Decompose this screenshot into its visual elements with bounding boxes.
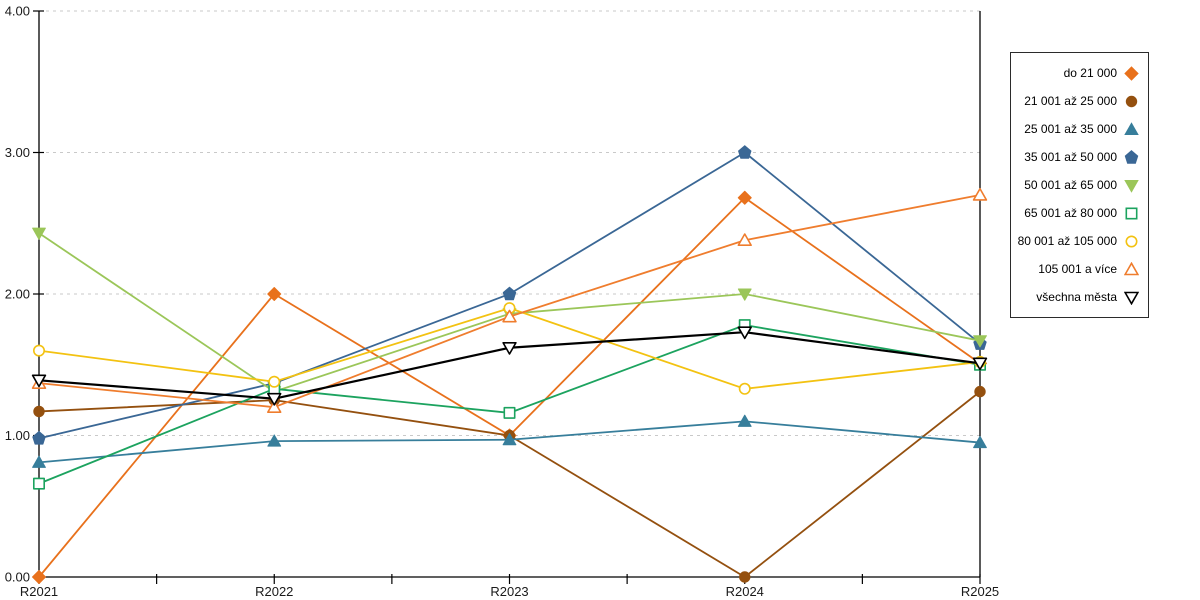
legend-diamond-icon <box>1124 65 1139 81</box>
data-point-marker-circle <box>739 571 751 583</box>
legend-pentagon-icon <box>1124 149 1139 164</box>
legend-triangle-up-icon <box>1124 261 1139 275</box>
y-axis-tick-label: 3.00 <box>5 145 30 160</box>
x-axis-tick-label: R2025 <box>961 584 999 599</box>
legend-item-3: 25 001 až 35 000 <box>1015 121 1139 137</box>
legend-circle-icon <box>1125 95 1138 107</box>
legend-circle-icon <box>1125 235 1138 247</box>
data-point-marker-triangle-up <box>737 414 752 427</box>
triangle-down-glyph <box>1124 179 1139 193</box>
data-point-marker-triangle-up <box>502 433 517 446</box>
data-point-marker-pentagon <box>738 145 752 159</box>
circle-glyph <box>1125 95 1138 107</box>
triangle-up-glyph <box>1124 121 1139 135</box>
data-point-marker-triangle-up <box>973 435 987 449</box>
data-point-marker-triangle-up <box>267 400 282 413</box>
x-axis-tick-label: R2024 <box>726 584 764 599</box>
data-point-marker-triangle-down <box>737 326 752 340</box>
legend-item-label: 35 001 až 50 000 <box>1024 150 1117 164</box>
data-point-marker-circle <box>268 375 281 388</box>
data-point-marker-triangle-up <box>737 233 752 247</box>
legend-item-label: 50 001 až 65 000 <box>1024 178 1117 192</box>
legend-item-4: 35 001 až 50 000 <box>1015 149 1139 165</box>
data-point-marker-circle <box>974 385 986 398</box>
x-axis-tick-label: R2023 <box>490 584 528 599</box>
legend-item-label: 105 001 a více <box>1038 262 1117 276</box>
legend-item-1: do 21 000 <box>1015 65 1139 81</box>
data-point-marker-pentagon <box>32 431 46 445</box>
legend-item-7: 80 001 až 105 000 <box>1015 234 1139 249</box>
legend-square-icon <box>1125 207 1138 219</box>
triangle-up-glyph <box>1124 261 1139 275</box>
x-axis-tick-label: R2022 <box>255 584 293 599</box>
legend-item-label: všechna města <box>1036 290 1117 304</box>
series-line-1 <box>38 196 981 578</box>
data-point-marker-triangle-up <box>502 309 517 323</box>
chart-legend: do 21 000 21 001 až 25 000 25 001 až 35 00… <box>1010 52 1149 318</box>
data-point-marker-diamond <box>267 287 282 301</box>
data-point-marker-triangle-down <box>972 357 988 371</box>
data-point-marker-circle <box>738 382 751 395</box>
legend-item-label: 25 001 až 35 000 <box>1024 122 1117 136</box>
circle-glyph <box>1125 235 1138 247</box>
data-point-marker-diamond <box>32 570 46 584</box>
pentagon-glyph <box>1124 149 1139 164</box>
legend-item-label: 80 001 až 105 000 <box>1017 234 1117 248</box>
legend-triangle-down-icon <box>1124 291 1139 305</box>
series-line-2 <box>38 390 981 578</box>
triangle-down-glyph <box>1124 291 1139 305</box>
x-axis-tick-label: R2021 <box>20 584 58 599</box>
y-axis-tick-label: 4.00 <box>5 4 30 19</box>
data-point-marker-square <box>503 406 516 419</box>
data-point-marker-triangle-down <box>737 288 752 301</box>
data-point-marker-circle <box>33 405 45 418</box>
data-point-marker-triangle-down <box>502 341 517 355</box>
legend-item-label: do 21 000 <box>1063 66 1117 80</box>
data-point-marker-triangle-down <box>31 374 47 388</box>
legend-item-6: 65 001 až 80 000 <box>1015 206 1139 221</box>
data-point-marker-triangle-down <box>267 392 282 406</box>
data-point-marker-pentagon <box>502 286 517 301</box>
y-axis-tick-label: 2.00 <box>5 287 30 302</box>
legend-item-5: 50 001 až 65 000 <box>1015 178 1139 193</box>
legend-triangle-up-icon <box>1124 121 1139 135</box>
series-line-8 <box>38 194 981 409</box>
data-point-marker-circle <box>32 344 45 357</box>
y-axis-tick-label: 1.00 <box>5 428 30 443</box>
legend-item-2: 21 001 až 25 000 <box>1015 94 1139 109</box>
diamond-glyph <box>1124 65 1139 81</box>
data-point-marker-triangle-up <box>267 434 282 447</box>
data-point-marker-triangle-up <box>32 455 46 468</box>
legend-triangle-down-icon <box>1124 179 1139 193</box>
y-axis-tick-label: 0.00 <box>5 570 30 585</box>
legend-item-9: všechna města <box>1015 290 1139 305</box>
data-point-marker-triangle-down <box>973 335 987 348</box>
legend-item-label: 65 001 až 80 000 <box>1024 206 1117 220</box>
legend-item-8: 105 001 a více <box>1015 261 1139 277</box>
data-point-marker-square <box>33 477 45 490</box>
legend-item-label: 21 001 až 25 000 <box>1024 94 1117 108</box>
data-point-marker-diamond <box>737 190 752 205</box>
data-point-marker-triangle-down <box>32 227 46 240</box>
square-glyph <box>1125 207 1138 219</box>
data-point-marker-triangle-up <box>972 187 988 201</box>
